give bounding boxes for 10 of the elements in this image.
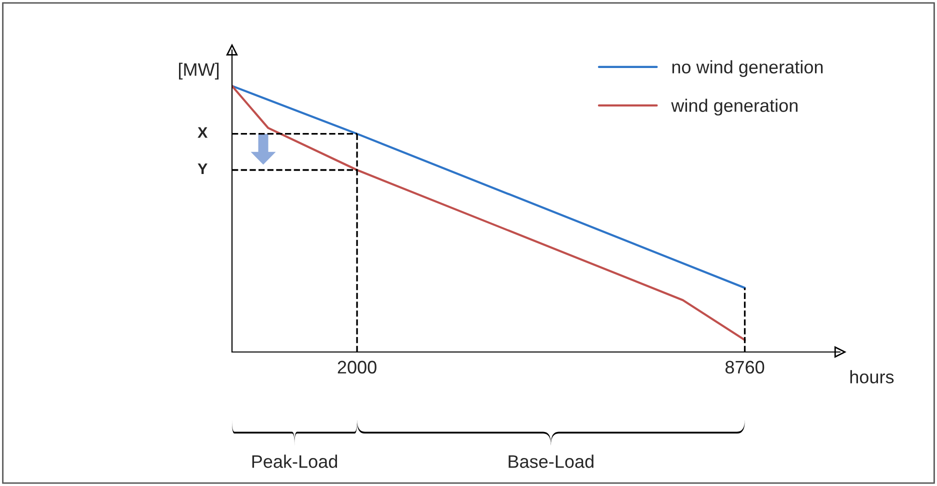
y-axis-title: [MW] (179, 62, 219, 80)
text: Base-Load (508, 454, 594, 468)
text: Peak-Load (252, 454, 338, 468)
x-tick-label: 8760 (725, 360, 764, 374)
ref-line-label: X (198, 127, 208, 138)
legend-label: wind generation (671, 98, 798, 116)
ref-line-label: Y (198, 163, 208, 174)
x-axis-title: hours (850, 370, 894, 384)
legend-label: no wind generation (672, 60, 823, 78)
x-tick-label: 2000 (338, 360, 376, 374)
